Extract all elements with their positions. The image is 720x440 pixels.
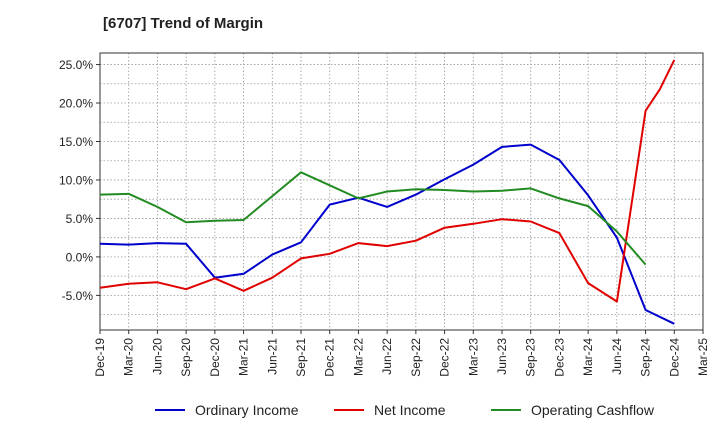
x-tick-label: Jun-21: [265, 338, 279, 375]
x-tick-label: Dec-19: [93, 338, 107, 377]
y-tick-label: 15.0%: [59, 135, 93, 149]
x-tick-label: Dec-20: [208, 338, 222, 377]
x-tick-label: Jun-23: [495, 338, 509, 375]
x-tick-label: Dec-22: [438, 338, 452, 377]
legend-label: Net Income: [374, 402, 446, 418]
legend-item-operating-cashflow: Operating Cashflow: [491, 402, 654, 418]
plot-border: [99, 52, 704, 331]
legend-label: Operating Cashflow: [531, 402, 654, 418]
series-line-operating-cashflow: [99, 171, 647, 266]
x-tick-label: Sep-21: [294, 338, 308, 377]
chart-title: [6707] Trend of Margin: [103, 15, 264, 32]
x-tick-label: Mar-22: [351, 338, 365, 376]
y-tick-label: 5.0%: [66, 212, 94, 226]
legend-item-ordinary-income: Ordinary Income: [155, 402, 298, 418]
plot-area: -5.0% 0.0% 5.0% 10.0% 15.0% 20.0% 25.0% Dec-19 M…: [59, 52, 710, 377]
y-tick-label: 25.0%: [59, 58, 93, 72]
x-tick-label: Jun-24: [610, 338, 624, 375]
legend-swatch: [155, 409, 185, 411]
legend-label: Ordinary Income: [195, 402, 299, 418]
legend-swatch: [491, 409, 521, 411]
y-tick-label: 10.0%: [59, 173, 93, 187]
x-tick-label: Sep-23: [524, 338, 538, 377]
legend-item-net-income: Net Income: [334, 402, 446, 418]
x-tick-label: Mar-25: [696, 338, 710, 376]
y-tick-label: 20.0%: [59, 97, 93, 111]
y-tick-label: -5.0%: [62, 289, 94, 303]
x-tick-label: Sep-22: [409, 338, 423, 377]
x-tick-label: Mar-20: [122, 338, 136, 376]
x-tick-label: Dec-21: [323, 338, 337, 377]
legend-swatch: [334, 409, 364, 411]
legend: Ordinary Income Net Income Operating Cashf…: [0, 402, 720, 428]
x-tick-label: Mar-21: [237, 338, 251, 376]
series-line-ordinary-income: [99, 143, 675, 325]
x-tick-label: Mar-23: [466, 338, 480, 376]
x-tick-label: Dec-24: [667, 338, 681, 377]
x-tick-label: Jun-22: [380, 338, 394, 375]
x-tick-label: Jun-20: [150, 338, 164, 375]
x-tick-label: Sep-20: [179, 338, 193, 377]
series-line-net-income: [99, 59, 676, 303]
x-tick-label: Sep-24: [639, 338, 653, 377]
x-tick-label: Dec-23: [552, 338, 566, 377]
y-tick-label: 0.0%: [66, 250, 94, 264]
x-tick-label: Mar-24: [581, 338, 595, 376]
